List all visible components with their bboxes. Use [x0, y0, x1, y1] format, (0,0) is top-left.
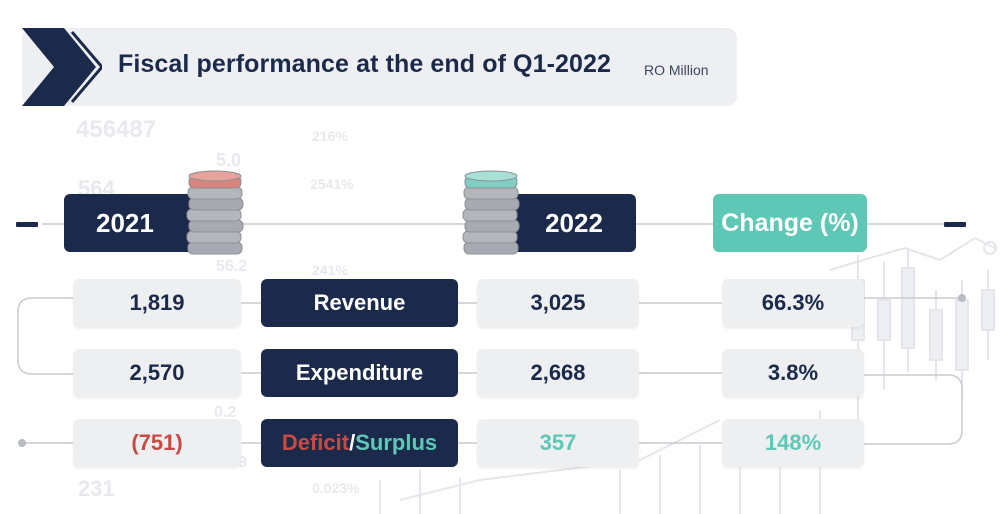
page-title: Fiscal performance at the end of Q1-2022: [118, 50, 612, 78]
bg-number: 456487: [76, 116, 157, 143]
bg-number: 0.023%: [312, 480, 360, 496]
label-slash: /: [349, 430, 356, 455]
coin-stack-icon: [462, 170, 520, 255]
title-banner: [22, 28, 737, 106]
deficit-label: Deficit: [281, 430, 350, 455]
deficit-surplus-label: Deficit / Surplus: [261, 419, 458, 467]
expenditure-2021-value: 2,570: [73, 349, 241, 397]
balance-change-value: 148%: [722, 419, 864, 467]
expenditure-label: Expenditure: [261, 349, 458, 397]
surplus-label: Surplus: [355, 430, 438, 455]
balance-2022-value: 357: [477, 419, 639, 467]
revenue-label: Revenue: [261, 279, 458, 327]
revenue-2021-value: 1,819: [73, 279, 241, 327]
bg-number: 2541%: [310, 176, 354, 192]
revenue-2022-value: 3,025: [477, 279, 639, 327]
bg-number: 216%: [312, 128, 348, 144]
header-2022: 2022: [512, 194, 636, 252]
bg-number: 0.2: [214, 404, 237, 421]
bg-number: 231: [78, 476, 115, 501]
bg-number: 5.0: [216, 150, 242, 170]
coin-stack-icon: [186, 170, 244, 255]
bg-number: 241%: [312, 262, 348, 278]
header-change: Change (%): [713, 194, 867, 252]
revenue-change-value: 66.3%: [722, 279, 864, 327]
chevron-right-icon: [22, 28, 102, 106]
expenditure-change-value: 3.8%: [722, 349, 864, 397]
bg-number: 56.2: [216, 258, 248, 275]
unit-label: RO Million: [644, 62, 709, 78]
expenditure-2022-value: 2,668: [477, 349, 639, 397]
balance-2021-value: (751): [73, 419, 241, 467]
